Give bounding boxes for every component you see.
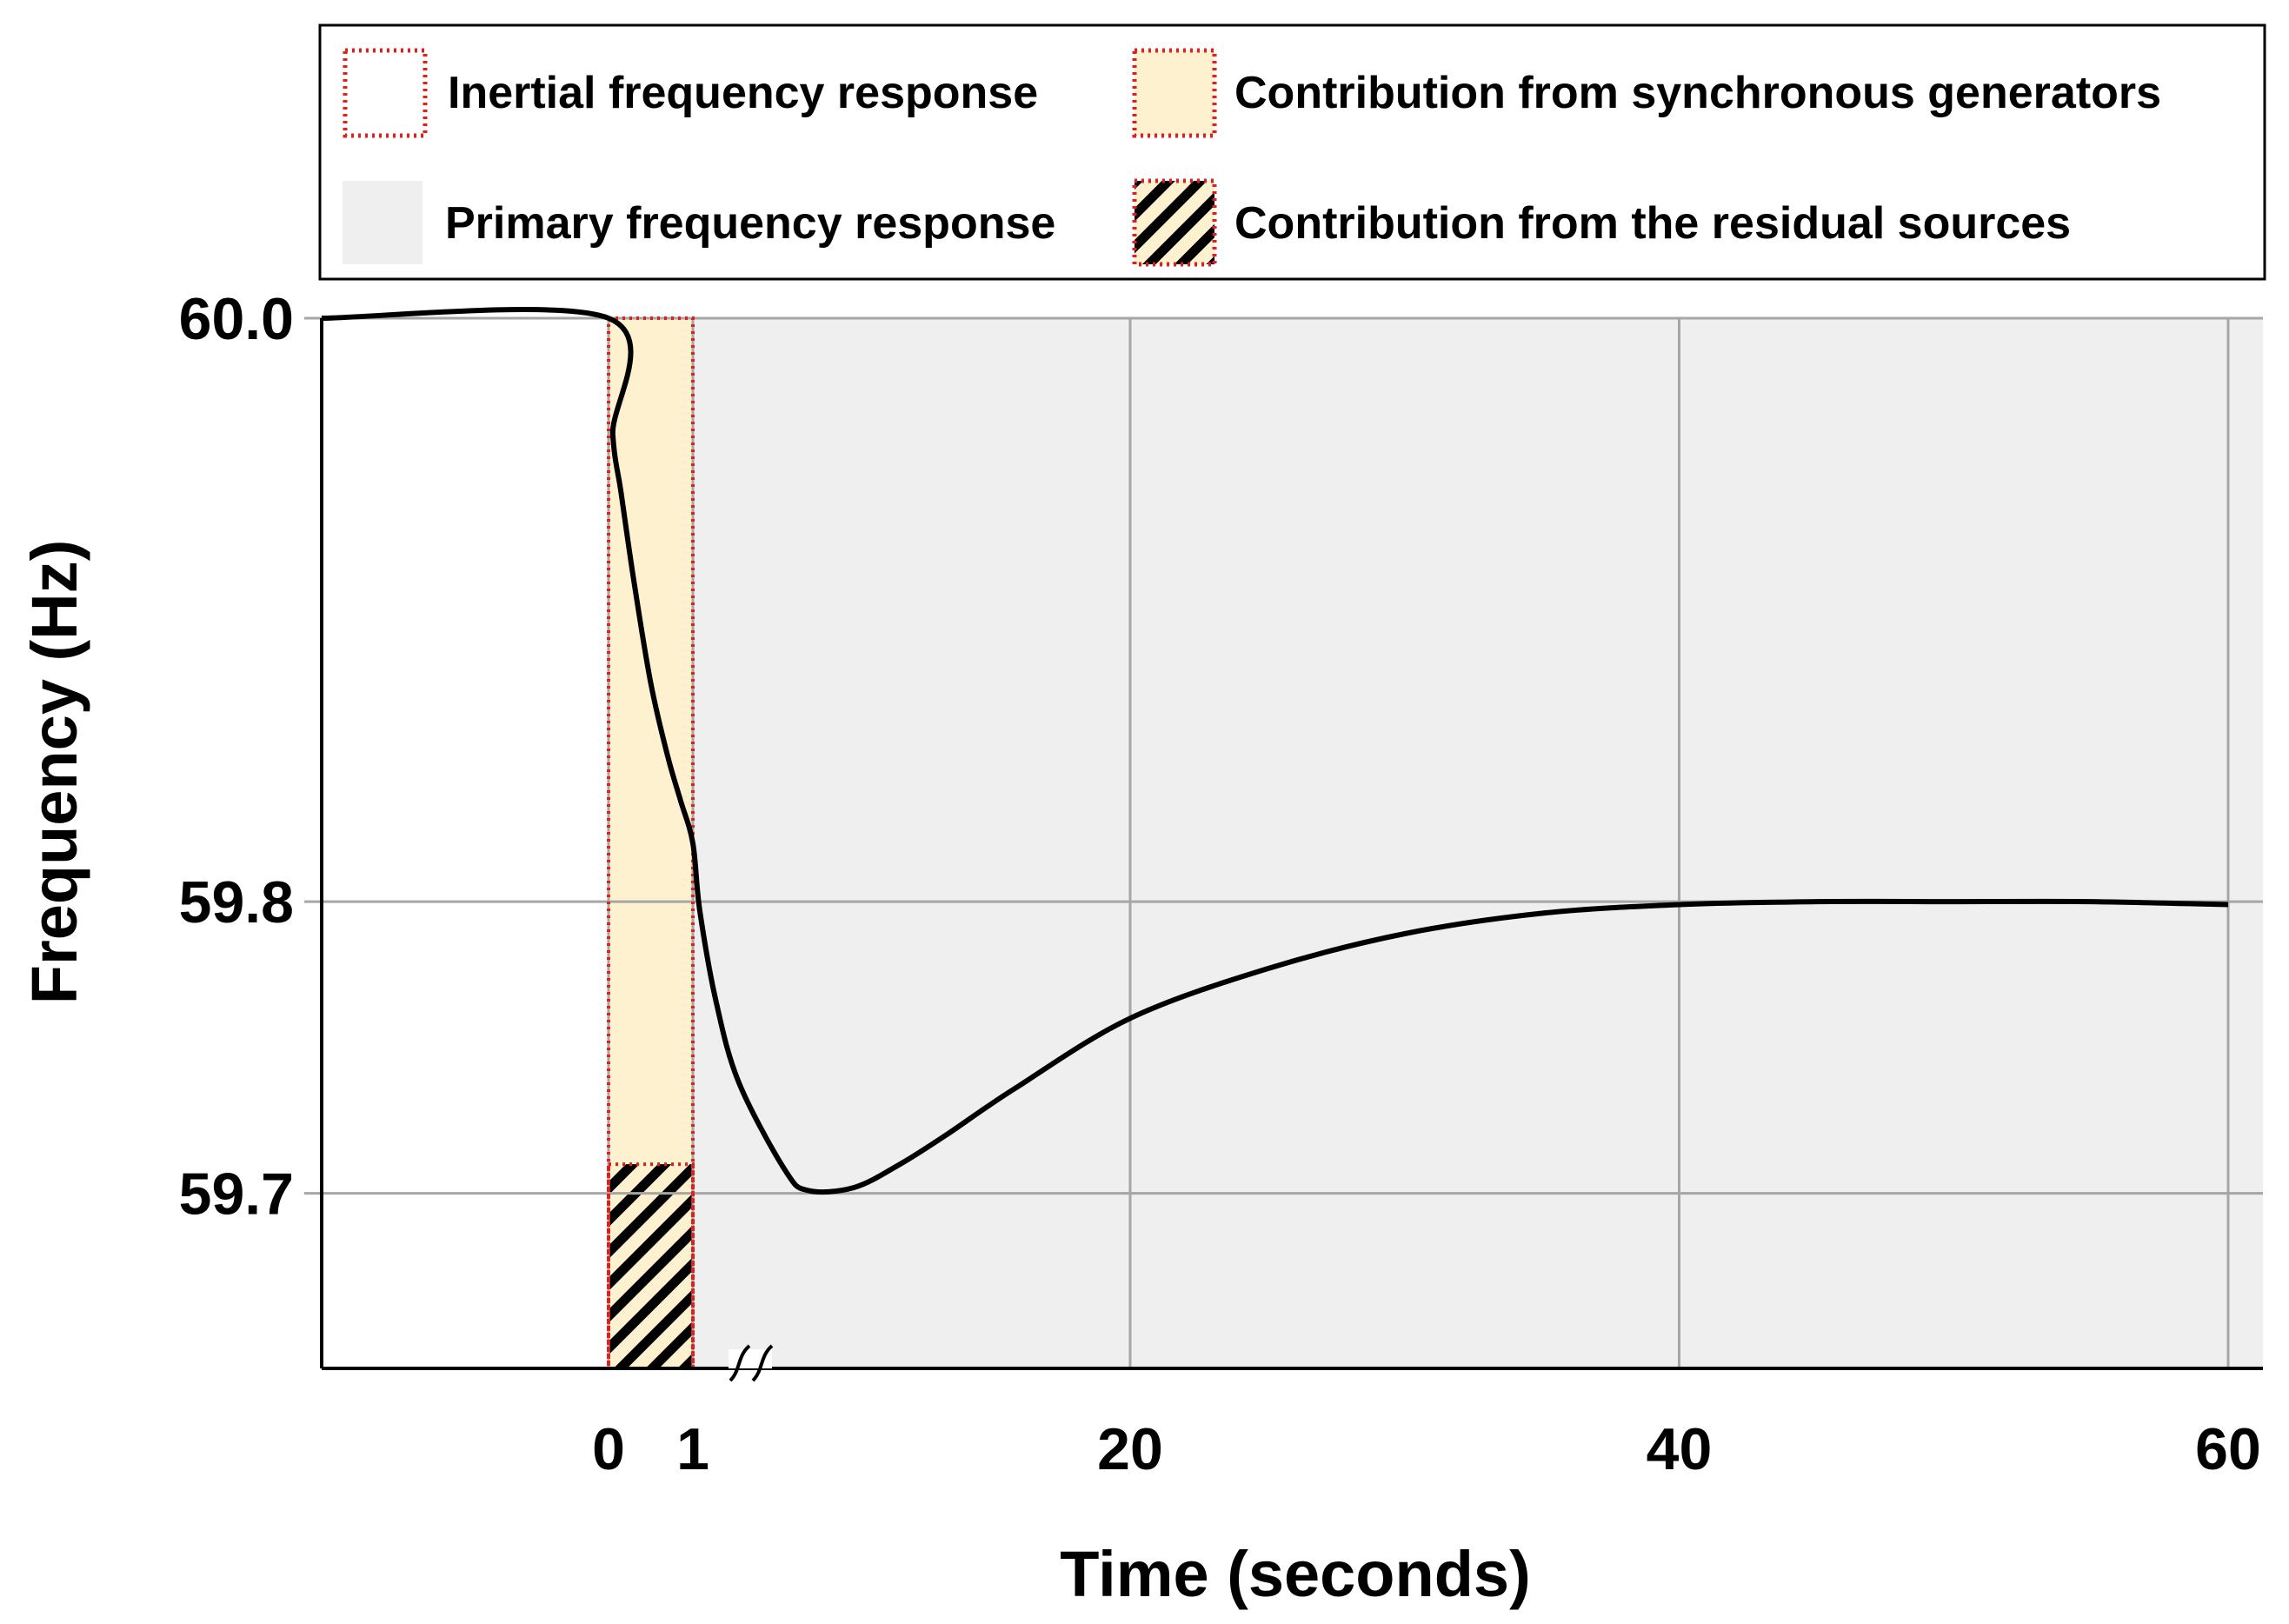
y-axis-title: Frequency (Hz) bbox=[18, 540, 90, 1005]
y-tick-label: 60.0 bbox=[179, 286, 294, 352]
legend-label-synchronous: Contribution from synchronous generators bbox=[1234, 68, 2161, 118]
legend-swatch-primary bbox=[343, 181, 423, 264]
legend-swatch-synchronous bbox=[1132, 48, 1217, 138]
x-tick-label: 0 bbox=[592, 1416, 625, 1482]
y-tick-label: 59.7 bbox=[179, 1161, 294, 1228]
legend-swatch-inertial bbox=[343, 48, 428, 138]
axis-break-stroke-right bbox=[751, 1344, 774, 1382]
legend-entry-residual: Contribution from the residual sources bbox=[1132, 178, 2071, 267]
axis-break-marker bbox=[729, 1344, 774, 1382]
x-tick-label: 60 bbox=[2195, 1416, 2261, 1482]
x-tick-label: 1 bbox=[676, 1416, 709, 1482]
legend-entry-primary: Primary frequency response bbox=[343, 181, 1055, 264]
axis-break-stroke-left bbox=[729, 1344, 751, 1382]
legend-swatch-residual bbox=[1132, 178, 1217, 267]
y-tick-label: 59.8 bbox=[179, 869, 294, 935]
legend-frame bbox=[318, 23, 2266, 281]
y-tick-labels: 60.0 59.8 59.7 bbox=[179, 286, 294, 1228]
legend-label-primary: Primary frequency response bbox=[445, 198, 1055, 249]
legend: Inertial frequency response Contribution… bbox=[318, 23, 2266, 281]
legend-entry-inertial: Inertial frequency response bbox=[343, 48, 1038, 138]
plot-area bbox=[304, 307, 2263, 1382]
residual-outline bbox=[607, 1162, 695, 1370]
x-tick-label: 40 bbox=[1647, 1416, 1713, 1482]
frequency-curve bbox=[321, 307, 2229, 1195]
primary-response-region bbox=[693, 318, 2263, 1368]
legend-label-inertial: Inertial frequency response bbox=[448, 68, 1038, 118]
x-tick-label: 20 bbox=[1097, 1416, 1163, 1482]
residual-contribution-region bbox=[609, 1164, 693, 1368]
legend-label-residual: Contribution from the residual sources bbox=[1234, 198, 2071, 249]
x-axis-title: Time (seconds) bbox=[1060, 1538, 1530, 1610]
synchronous-contribution-region bbox=[609, 318, 693, 1165]
legend-entry-synchronous: Contribution from synchronous generators bbox=[1132, 48, 2161, 138]
x-tick-labels: 0 1 20 40 60 bbox=[592, 1416, 2261, 1482]
